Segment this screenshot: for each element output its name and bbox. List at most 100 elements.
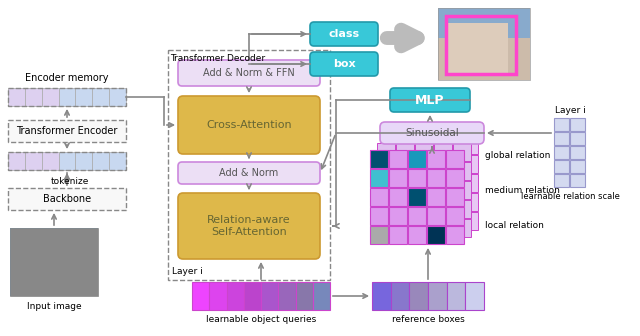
Bar bbox=[438, 38, 530, 80]
Bar bbox=[434, 143, 452, 161]
Bar bbox=[408, 188, 426, 206]
Bar bbox=[434, 181, 452, 199]
Bar bbox=[396, 162, 414, 180]
Text: tokenize: tokenize bbox=[51, 176, 89, 185]
Bar bbox=[396, 181, 414, 199]
Bar bbox=[415, 143, 433, 161]
Bar bbox=[460, 193, 478, 211]
Bar bbox=[408, 207, 426, 225]
Bar bbox=[438, 8, 530, 80]
Bar bbox=[384, 212, 402, 230]
Bar bbox=[438, 8, 530, 80]
Bar bbox=[570, 160, 585, 173]
FancyBboxPatch shape bbox=[178, 96, 320, 154]
Text: learnable object queries: learnable object queries bbox=[206, 315, 316, 324]
Bar bbox=[59, 88, 76, 106]
Bar bbox=[384, 193, 402, 211]
Bar bbox=[422, 155, 440, 173]
Bar bbox=[81, 228, 98, 296]
Bar bbox=[45, 228, 63, 296]
Bar bbox=[313, 282, 330, 310]
Bar bbox=[408, 169, 426, 187]
Bar bbox=[76, 88, 92, 106]
Bar bbox=[438, 8, 530, 38]
Bar bbox=[28, 228, 45, 296]
Bar bbox=[10, 228, 98, 296]
Bar bbox=[384, 155, 402, 173]
Text: Add & Norm: Add & Norm bbox=[220, 168, 278, 178]
Bar bbox=[441, 212, 459, 230]
Bar bbox=[434, 200, 452, 218]
Bar bbox=[377, 219, 395, 237]
Bar bbox=[422, 174, 440, 192]
Bar bbox=[453, 200, 471, 218]
Text: Layer i: Layer i bbox=[172, 267, 203, 276]
Bar bbox=[453, 219, 471, 237]
Bar bbox=[8, 188, 126, 210]
Bar bbox=[415, 200, 433, 218]
Bar bbox=[446, 16, 516, 74]
Text: global relation: global relation bbox=[485, 151, 550, 160]
Text: Sinusoidal: Sinusoidal bbox=[405, 128, 459, 138]
Bar bbox=[377, 143, 395, 161]
Bar bbox=[446, 226, 464, 244]
Bar bbox=[25, 152, 42, 170]
Bar bbox=[389, 207, 407, 225]
Bar bbox=[422, 193, 440, 211]
Text: medium relation: medium relation bbox=[485, 186, 560, 195]
Bar bbox=[446, 188, 464, 206]
Bar bbox=[427, 188, 445, 206]
Text: Input image: Input image bbox=[27, 302, 81, 311]
Bar bbox=[570, 118, 585, 131]
Bar bbox=[370, 150, 388, 168]
Bar bbox=[377, 200, 395, 218]
FancyBboxPatch shape bbox=[380, 122, 484, 144]
Bar bbox=[427, 207, 445, 225]
Text: learnable relation scale: learnable relation scale bbox=[520, 192, 620, 201]
Text: class: class bbox=[328, 29, 360, 39]
Bar bbox=[109, 88, 126, 106]
Text: Transformer Decoder: Transformer Decoder bbox=[170, 54, 265, 63]
Bar bbox=[460, 174, 478, 192]
Bar bbox=[453, 162, 471, 180]
Bar bbox=[447, 282, 465, 310]
Bar bbox=[453, 143, 471, 161]
Bar bbox=[384, 174, 402, 192]
Bar bbox=[465, 282, 484, 310]
Text: reference boxes: reference boxes bbox=[392, 315, 465, 324]
Bar bbox=[427, 150, 445, 168]
Bar bbox=[377, 162, 395, 180]
Bar bbox=[554, 160, 569, 173]
Bar bbox=[441, 136, 459, 154]
FancyBboxPatch shape bbox=[178, 60, 320, 86]
Bar bbox=[428, 282, 447, 310]
Bar bbox=[278, 282, 296, 310]
Bar bbox=[42, 88, 59, 106]
Bar bbox=[370, 207, 388, 225]
Bar bbox=[192, 282, 209, 310]
Bar bbox=[434, 219, 452, 237]
Bar bbox=[446, 207, 464, 225]
Bar bbox=[296, 282, 313, 310]
Bar bbox=[554, 118, 569, 131]
Text: Cross-Attention: Cross-Attention bbox=[206, 120, 292, 130]
Bar bbox=[403, 193, 421, 211]
Bar bbox=[408, 150, 426, 168]
Bar bbox=[570, 174, 585, 187]
Bar bbox=[389, 226, 407, 244]
Bar bbox=[446, 150, 464, 168]
Bar bbox=[415, 219, 433, 237]
Bar bbox=[460, 155, 478, 173]
FancyBboxPatch shape bbox=[310, 52, 378, 76]
Text: Encoder memory: Encoder memory bbox=[25, 73, 109, 83]
Text: local relation: local relation bbox=[485, 221, 544, 230]
Bar bbox=[460, 136, 478, 154]
Bar bbox=[453, 181, 471, 199]
Bar bbox=[422, 212, 440, 230]
Bar bbox=[441, 174, 459, 192]
Bar bbox=[370, 188, 388, 206]
Bar bbox=[427, 169, 445, 187]
Bar bbox=[403, 174, 421, 192]
Bar bbox=[8, 120, 126, 142]
Bar bbox=[92, 88, 109, 106]
